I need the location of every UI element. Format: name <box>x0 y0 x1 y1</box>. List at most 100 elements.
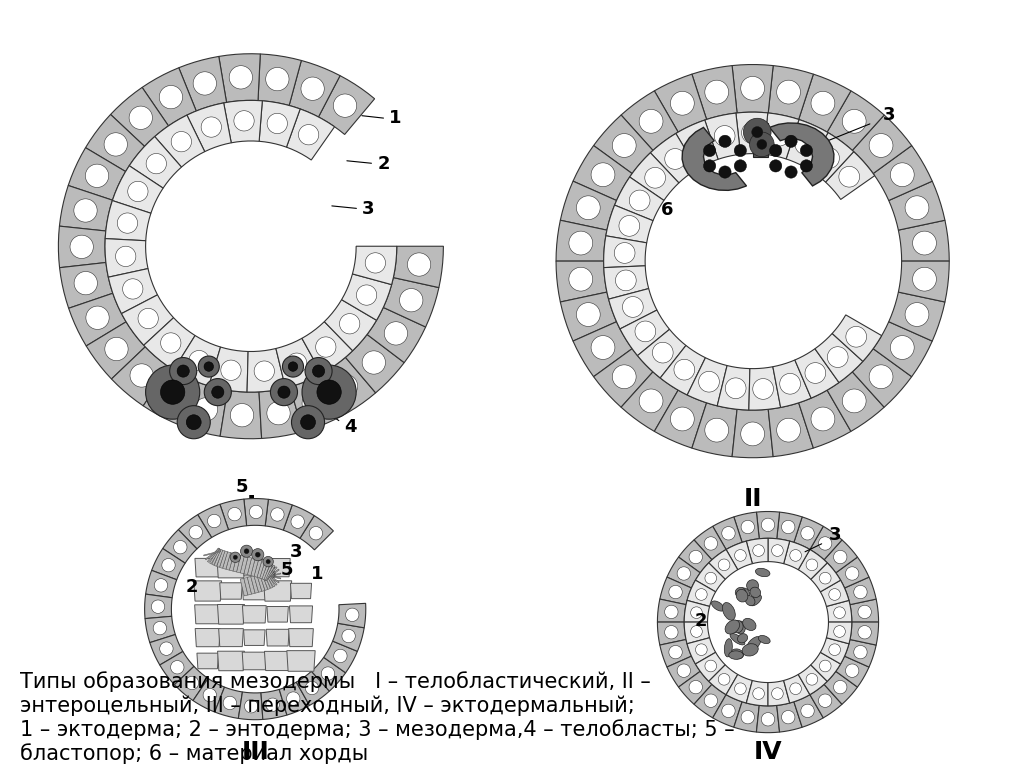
Polygon shape <box>259 561 267 579</box>
Polygon shape <box>264 651 291 670</box>
Polygon shape <box>264 573 281 578</box>
Polygon shape <box>732 65 773 113</box>
Polygon shape <box>852 115 911 174</box>
Polygon shape <box>266 629 289 646</box>
Polygon shape <box>69 147 126 200</box>
Polygon shape <box>208 548 219 562</box>
Circle shape <box>266 560 270 564</box>
Polygon shape <box>178 515 212 549</box>
Text: 6: 6 <box>660 201 673 219</box>
Circle shape <box>912 267 936 291</box>
Polygon shape <box>734 512 759 542</box>
Polygon shape <box>654 390 707 448</box>
Circle shape <box>705 694 718 707</box>
Polygon shape <box>717 366 750 410</box>
Circle shape <box>854 645 867 659</box>
Polygon shape <box>654 74 707 132</box>
Circle shape <box>301 77 325 101</box>
Polygon shape <box>257 561 265 578</box>
Polygon shape <box>243 606 266 623</box>
Circle shape <box>186 415 201 429</box>
Polygon shape <box>660 346 706 395</box>
Circle shape <box>145 365 200 419</box>
Polygon shape <box>284 505 314 538</box>
Circle shape <box>800 160 813 172</box>
Ellipse shape <box>730 634 744 645</box>
Circle shape <box>674 359 694 380</box>
Polygon shape <box>768 680 790 706</box>
Circle shape <box>161 380 185 404</box>
Polygon shape <box>345 334 404 393</box>
Polygon shape <box>850 599 879 622</box>
Polygon shape <box>898 220 949 261</box>
Circle shape <box>342 629 355 643</box>
Circle shape <box>162 558 175 572</box>
Polygon shape <box>264 574 281 579</box>
Circle shape <box>705 537 718 550</box>
Circle shape <box>199 356 219 377</box>
Polygon shape <box>657 622 686 645</box>
Circle shape <box>665 148 685 169</box>
Circle shape <box>800 144 813 157</box>
Circle shape <box>146 154 167 174</box>
Circle shape <box>750 132 774 157</box>
Polygon shape <box>59 186 113 231</box>
Polygon shape <box>684 601 710 622</box>
Circle shape <box>278 386 290 399</box>
Circle shape <box>719 166 731 178</box>
Polygon shape <box>659 577 691 604</box>
Polygon shape <box>259 101 300 147</box>
Polygon shape <box>248 558 255 575</box>
Polygon shape <box>109 269 158 313</box>
Text: 3: 3 <box>290 543 302 561</box>
Polygon shape <box>694 526 726 560</box>
Polygon shape <box>679 540 712 573</box>
Polygon shape <box>144 594 172 618</box>
Polygon shape <box>560 292 616 341</box>
Polygon shape <box>799 390 851 448</box>
Circle shape <box>635 321 655 342</box>
Circle shape <box>772 688 783 700</box>
Circle shape <box>677 567 690 580</box>
Polygon shape <box>215 687 243 718</box>
Polygon shape <box>770 123 834 186</box>
Circle shape <box>639 109 663 133</box>
Circle shape <box>770 144 782 157</box>
Circle shape <box>779 373 801 394</box>
Circle shape <box>265 68 289 91</box>
Polygon shape <box>746 680 768 706</box>
Polygon shape <box>111 88 169 147</box>
Polygon shape <box>244 557 252 574</box>
Polygon shape <box>160 651 194 684</box>
Ellipse shape <box>750 595 762 606</box>
Circle shape <box>669 585 682 599</box>
Circle shape <box>301 415 315 429</box>
Ellipse shape <box>724 639 732 657</box>
Polygon shape <box>187 103 231 151</box>
Polygon shape <box>195 605 221 624</box>
Polygon shape <box>217 558 245 578</box>
Circle shape <box>154 621 167 635</box>
Circle shape <box>869 134 893 157</box>
Circle shape <box>212 386 224 399</box>
Polygon shape <box>694 684 726 718</box>
Circle shape <box>228 508 242 521</box>
Ellipse shape <box>725 620 739 634</box>
Circle shape <box>703 144 716 157</box>
Polygon shape <box>287 109 335 160</box>
Polygon shape <box>826 601 852 622</box>
Circle shape <box>612 365 636 389</box>
Polygon shape <box>383 277 439 327</box>
Polygon shape <box>667 656 700 687</box>
Circle shape <box>283 356 303 377</box>
Polygon shape <box>556 220 607 261</box>
Circle shape <box>161 384 183 408</box>
Polygon shape <box>324 641 357 673</box>
Polygon shape <box>709 549 737 579</box>
Polygon shape <box>682 127 746 190</box>
Circle shape <box>671 407 694 431</box>
Circle shape <box>722 527 735 540</box>
Circle shape <box>790 683 802 694</box>
Polygon shape <box>259 387 303 439</box>
Polygon shape <box>807 133 854 182</box>
